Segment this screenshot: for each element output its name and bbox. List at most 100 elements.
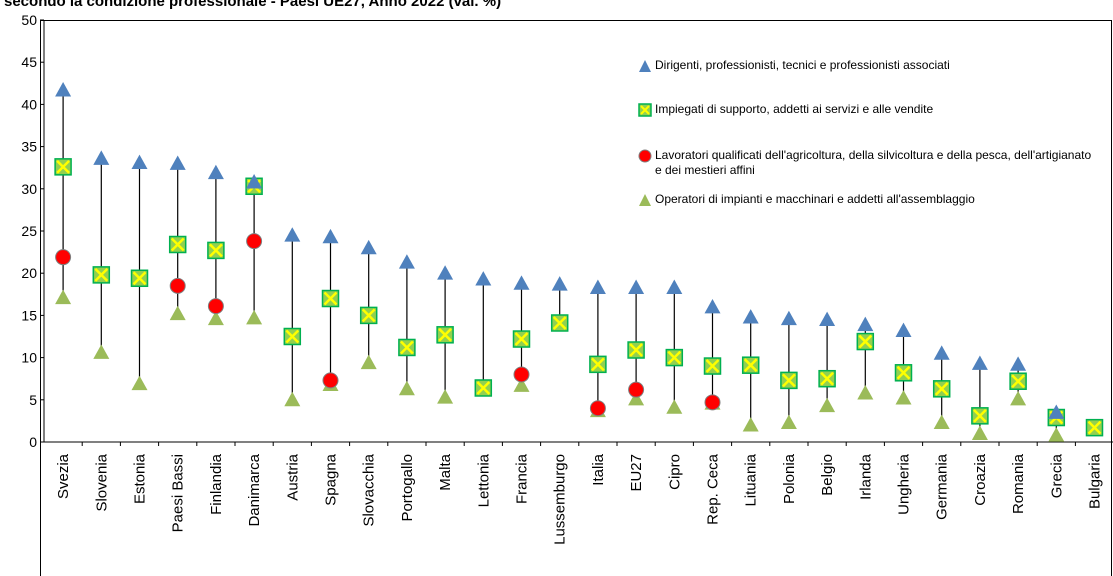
marker-triangle-s0 [513, 275, 530, 290]
marker-x-s1 [361, 308, 376, 323]
marker-triangle-s3 [284, 391, 301, 407]
marker-triangle-s0 [360, 239, 377, 255]
marker-circle-s2 [628, 381, 645, 398]
y-tick-label: 45 [21, 54, 37, 70]
marker-circle-s2 [169, 277, 186, 294]
marker-x-s1 [1087, 420, 1102, 435]
marker-triangle-s3 [207, 310, 224, 326]
legend-item-dirigenti: Dirigenti, professionisti, tecnici e pro… [638, 58, 950, 73]
marker-triangle-s0 [628, 279, 645, 294]
marker-triangle-s0 [551, 276, 568, 291]
x-tick-label-lettonia: Lettonia [475, 453, 492, 507]
y-tick-label: 35 [21, 139, 37, 155]
marker-triangle-s0 [742, 309, 759, 324]
marker-circle-s2 [246, 233, 263, 250]
marker-triangle-s0 [1048, 404, 1065, 419]
x-tick-label-italia: Italia [590, 453, 607, 485]
marker-triangle-s0 [780, 310, 797, 326]
marker-x-s1 [94, 268, 109, 282]
marker-triangle-s0 [284, 227, 301, 242]
marker-circle-s2 [589, 400, 606, 417]
x-tick-label-lituania: Lituania [743, 453, 760, 506]
marker-x-s1 [438, 327, 452, 342]
marker-triangle-s3 [93, 344, 110, 359]
marker-triangle-s0 [398, 254, 415, 269]
marker-triangle-s3 [360, 354, 377, 370]
y-tick-label: 0 [29, 434, 37, 450]
marker-triangle-s0 [93, 150, 110, 165]
marker-x-s1 [170, 237, 185, 252]
marker-triangle-s0 [895, 322, 912, 337]
x-tick-label-francia: Francia [514, 453, 531, 504]
marker-triangle-s0 [857, 316, 874, 332]
marker-x-s1 [514, 332, 529, 346]
marker-triangle-s3 [169, 305, 186, 321]
marker-triangle-s3 [398, 380, 415, 396]
legend-triangle-blue-icon [639, 60, 651, 72]
marker-triangle-s0 [322, 228, 339, 244]
marker-circle-s2 [322, 372, 339, 389]
legend-label: Impiegati di supporto, addetti ai serviz… [655, 102, 934, 116]
marker-x-s1 [476, 381, 491, 395]
x-tick-label-paesi-bassi: Paesi Bassi [170, 454, 187, 532]
x-tick-label-slovenia: Slovenia [93, 453, 110, 511]
marker-x-s1 [973, 408, 987, 423]
x-tick-label-belgio: Belgio [819, 454, 836, 496]
x-tick-label-bulgaria: Bulgaria [1087, 453, 1104, 509]
y-tick-label: 25 [21, 223, 37, 239]
marker-x-s1 [400, 340, 414, 355]
marker-x-s1 [743, 358, 758, 373]
x-tick-label-cipro: Cipro [666, 454, 683, 490]
marker-triangle-s0 [1010, 356, 1027, 371]
marker-triangle-s0 [131, 154, 148, 170]
marker-triangle-s0 [55, 82, 72, 97]
marker-triangle-s3 [742, 417, 759, 432]
x-tick-label-croazia: Croazia [972, 453, 989, 505]
x-tick-label-portogallo: Portogallo [399, 454, 416, 522]
x-tick-label-ungheria: Ungheria [896, 453, 913, 515]
marker-triangle-s3 [857, 385, 874, 400]
marker-triangle-s3 [513, 377, 530, 392]
x-tick-label-slovacchia: Slovacchia [361, 453, 378, 526]
marker-triangle-s0 [666, 279, 683, 294]
marker-x-s1 [552, 316, 567, 330]
x-tick-label-lussemburgo: Lussemburgo [552, 454, 569, 545]
marker-circle-s2 [55, 249, 72, 266]
x-tick-label-svezia: Svezia [55, 453, 72, 499]
marker-x-s1 [820, 371, 834, 386]
marker-x-s1 [591, 357, 605, 372]
marker-x-s1 [285, 329, 300, 344]
x-tick-label-finlandia: Finlandia [208, 453, 225, 515]
marker-x-s1 [132, 271, 147, 286]
x-tick-label-polonia: Polonia [781, 453, 798, 504]
legend-triangle-green-icon [639, 194, 651, 206]
x-tick-label-estonia: Estonia [132, 453, 149, 504]
x-tick-label-austria: Austria [284, 453, 301, 500]
x-tick-label-romania: Romania [1010, 453, 1027, 514]
legend-label: Operatori di impianti e macchinari e add… [655, 192, 975, 206]
chart-title: secondo la condizione professionale - Pa… [4, 0, 502, 10]
marker-circle-s2 [704, 394, 721, 411]
marker-triangle-s3 [933, 414, 950, 429]
marker-triangle-s3 [55, 289, 72, 305]
marker-triangle-s3 [131, 375, 148, 391]
legend-item-operatori: Operatori di impianti e macchinari e add… [638, 192, 975, 207]
x-tick-label-danimarca: Danimarca [246, 453, 263, 526]
marker-x-s1 [858, 334, 873, 349]
legend-label: Lavoratori qualificati dell'agricoltura,… [655, 148, 1092, 177]
marker-triangle-s3 [246, 309, 263, 325]
marker-triangle-s3 [780, 414, 797, 429]
marker-x-s1 [705, 359, 720, 373]
marker-triangle-s3 [628, 390, 645, 406]
marker-x-s1 [323, 291, 338, 306]
marker-x-s1 [667, 350, 682, 365]
marker-triangle-s0 [169, 155, 186, 170]
x-tick-label-malta: Malta [437, 453, 454, 490]
legend-square-x-icon [638, 103, 652, 117]
marker-x-s1 [1011, 374, 1025, 389]
marker-triangle-s3 [1048, 427, 1065, 442]
x-tick-label-spagna: Spagna [323, 453, 340, 505]
x-tick-label-germania: Germania [934, 453, 951, 520]
legend-circle-red-icon [638, 149, 652, 163]
y-tick-label: 5 [29, 392, 37, 408]
